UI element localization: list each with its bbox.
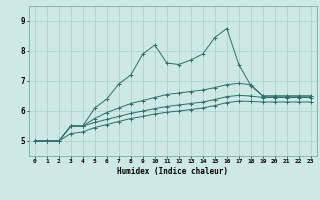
X-axis label: Humidex (Indice chaleur): Humidex (Indice chaleur) [117, 167, 228, 176]
